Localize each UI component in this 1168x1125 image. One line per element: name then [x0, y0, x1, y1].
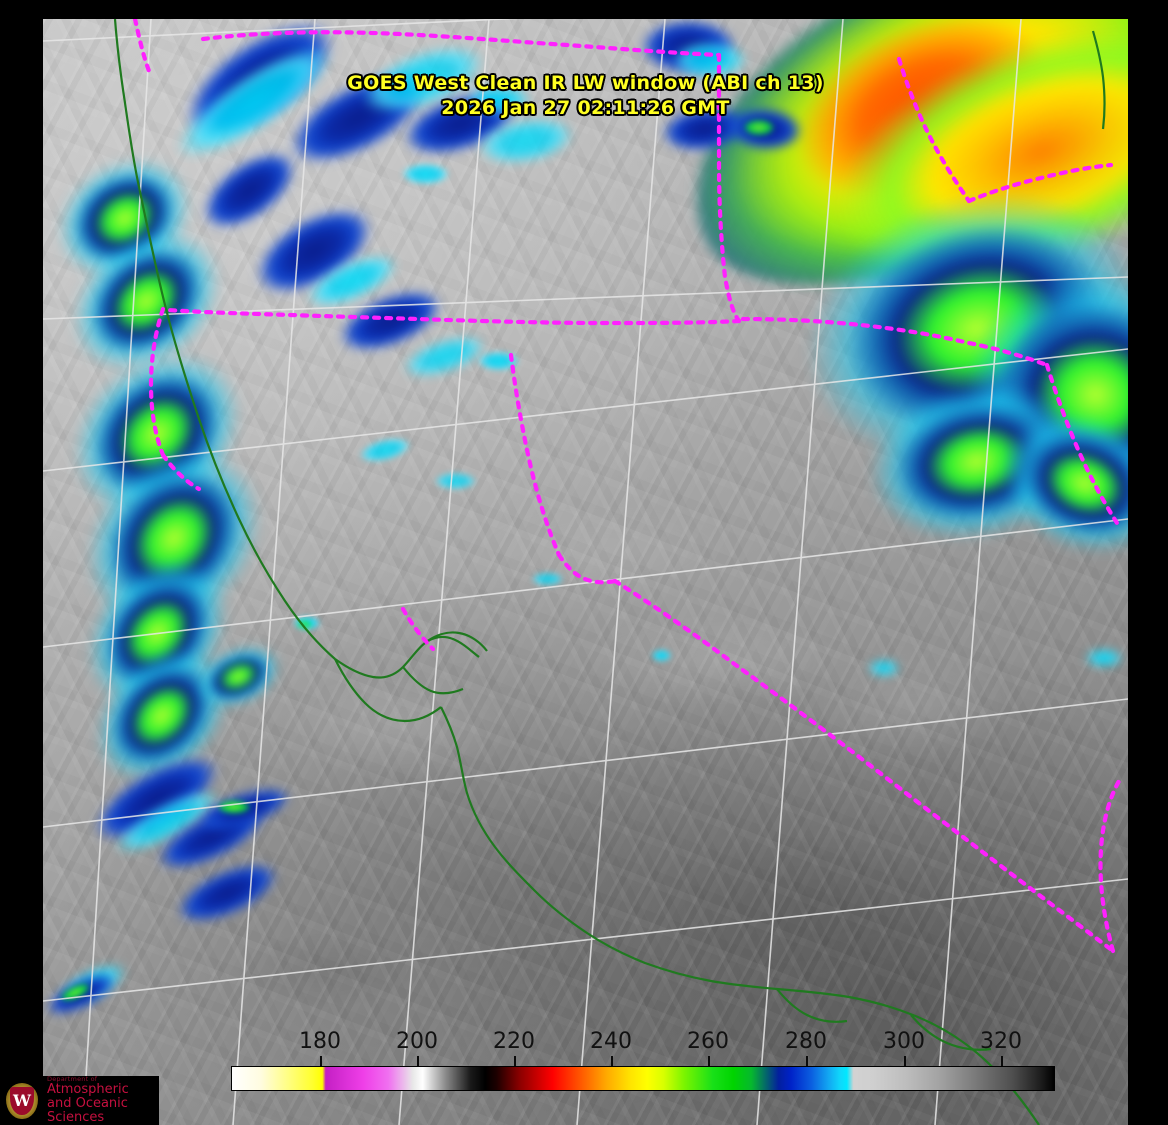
crest-letter: W	[13, 1090, 31, 1110]
colorbar-tick-label-300: 300	[883, 1029, 925, 1054]
colorbar-tick-mark-320	[1001, 1056, 1003, 1066]
cloud-spot-e-2	[1084, 649, 1123, 668]
cloud-spot-e-1	[867, 660, 901, 676]
cloud-core-ne-low	[742, 118, 776, 137]
colorbar-tick-labels: 180 200 220 240 260 280 300 320	[0, 1029, 1168, 1055]
colorbar-ticks	[231, 1056, 1055, 1066]
map-vector-overlay	[43, 19, 1128, 1125]
colorbar[interactable]	[231, 1066, 1055, 1091]
colorbar-tick-mark-300	[904, 1056, 906, 1066]
colorbar-tick-mark-240	[611, 1056, 613, 1066]
colorbar-tick-mark-180	[320, 1056, 322, 1066]
logo-department-prefix: Department of	[47, 1074, 98, 1083]
cloud-band-n-10	[401, 162, 450, 185]
cloud-band-n-7	[672, 41, 749, 79]
colorbar-gradient	[231, 1066, 1055, 1091]
uw-crest-icon: W	[3, 1080, 41, 1122]
logo-text: Department of Atmospheric and Oceanic Sc…	[47, 1074, 159, 1125]
colorbar-tick-label-320: 320	[980, 1029, 1022, 1054]
cloud-band-n-9	[466, 85, 532, 115]
coastline	[113, 19, 1106, 1125]
cloud-core-c-1	[296, 620, 313, 629]
colorbar-tick-label-200: 200	[396, 1029, 438, 1054]
cloud-band-c-3	[531, 572, 564, 587]
colorbar-tick-label-220: 220	[493, 1029, 535, 1054]
logo-name-line-1: Atmospheric	[47, 1081, 129, 1097]
colorbar-tick-label-260: 260	[687, 1029, 729, 1054]
colorbar-tick-mark-280	[806, 1056, 808, 1066]
satellite-raster: GOES West Clean IR LW window (ABI ch 13)…	[43, 19, 1128, 1125]
graticule-gridlines	[43, 19, 1128, 1125]
colorbar-tick-mark-200	[417, 1056, 419, 1066]
colorbar-tick-label-240: 240	[590, 1029, 632, 1054]
state-borders	[132, 19, 1122, 954]
colorbar-tick-mark-220	[514, 1056, 516, 1066]
colorbar-tick-mark-260	[708, 1056, 710, 1066]
logo-name-line-2: and Oceanic Sciences	[47, 1096, 128, 1125]
colorbar-tick-label-280: 280	[785, 1029, 827, 1054]
colorbar-tick-label-180: 180	[299, 1029, 341, 1054]
cloud-band-c-2	[433, 472, 477, 491]
cloud-band-c-4	[650, 649, 673, 662]
institution-logo: W Department of Atmospheric and Oceanic …	[0, 1074, 159, 1125]
